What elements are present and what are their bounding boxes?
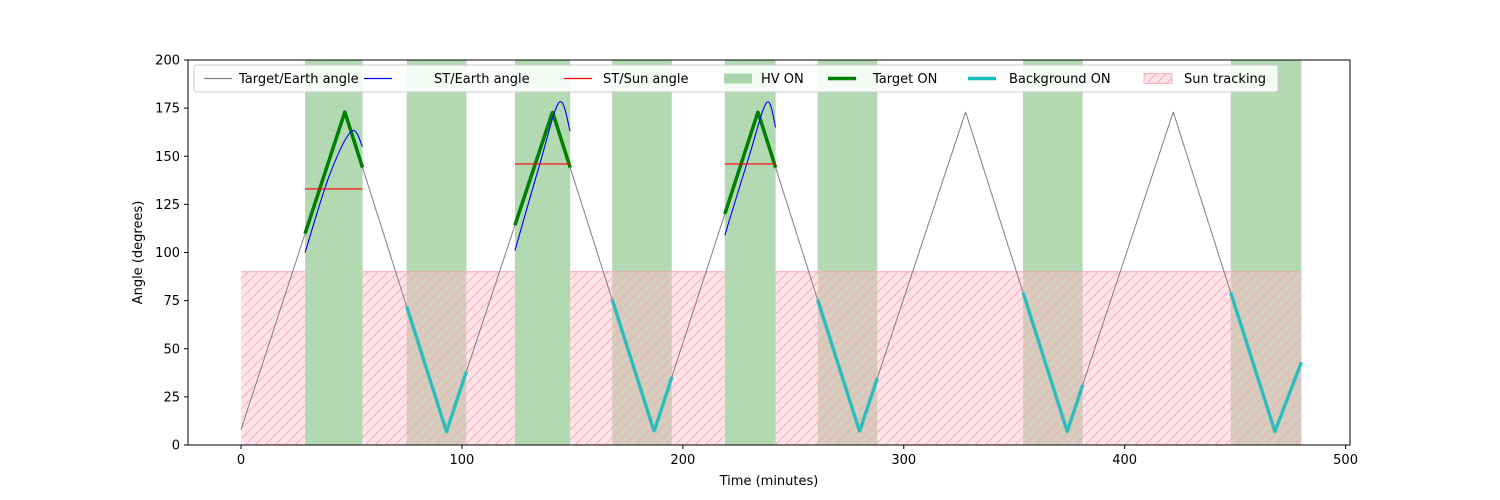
y-axis-label: Angle (degrees) <box>131 201 146 305</box>
sun-tracking-hatch-1 <box>362 271 515 445</box>
target-on-segment-1 <box>513 110 572 226</box>
hv-on-band-2 <box>514 60 571 445</box>
y-tick-label-175: 175 <box>155 102 180 117</box>
legend-item-background_on: Background ON <box>968 72 1111 87</box>
legend: Target/Earth angle ST/Earth angle ST/Sun a… <box>193 64 1279 93</box>
x-tick-label-300: 300 <box>891 453 916 468</box>
legend-item-hv_on: HV ON <box>724 72 804 87</box>
x-tick-label-200: 200 <box>670 453 695 468</box>
y-tick-label-50: 50 <box>163 342 180 357</box>
x-axis-label: Time (minutes) <box>719 474 819 489</box>
legend-item-target_earth: Target/Earth angle <box>204 72 359 87</box>
y-tick-label-25: 25 <box>163 390 180 405</box>
legend-label-sun_tracking: Sun tracking <box>1184 72 1266 87</box>
y-tick-label-150: 150 <box>155 150 180 165</box>
legend-frame <box>193 64 1279 93</box>
x-tick-label-100: 100 <box>450 453 475 468</box>
axes-layer: 0 100 200 300 400 500 0 25 50 75 100 125 150 175 200 <box>155 54 1358 469</box>
legend-label-target_on: Target ON <box>872 72 937 87</box>
st-earth-angle-curve-1 <box>514 101 571 251</box>
legend-label-st_earth: ST/Earth angle <box>434 72 530 87</box>
y-tick-label-200: 200 <box>155 54 180 69</box>
legend-item-sun_tracking: Sun tracking <box>1143 72 1266 87</box>
sun-tracking-hatch-2 <box>570 271 725 445</box>
legend-item-st_earth: ST/Earth angle <box>364 72 530 87</box>
legend-hatch-sun_tracking <box>1144 73 1172 84</box>
sun-tracking-region-0 <box>241 271 306 445</box>
angle-lines-layer <box>240 101 1304 434</box>
background-on-segment-3 <box>1021 292 1085 434</box>
sun-tracking-region-1 <box>362 271 515 445</box>
target-on-segment-2 <box>723 110 778 215</box>
y-tick-label-0: 0 <box>172 439 180 454</box>
y-tick-label-75: 75 <box>163 294 180 309</box>
legend-item-st_sun: ST/Sun angle <box>564 72 689 87</box>
legend-label-st_sun: ST/Sun angle <box>603 72 689 87</box>
x-tick-label-500: 500 <box>1333 453 1358 468</box>
legend-item-target_on: Target ON <box>828 72 937 87</box>
background-on-segment-0 <box>405 305 469 434</box>
background-on-segment-1 <box>610 299 674 433</box>
st-earth-angle-curve-0 <box>304 129 364 253</box>
target-on-segment-0 <box>303 110 365 235</box>
background-on-segment-2 <box>815 299 879 433</box>
hv-on-band-4 <box>724 60 776 445</box>
legend-label-target_earth: Target/Earth angle <box>238 72 359 87</box>
x-tick-label-0: 0 <box>237 453 245 468</box>
legend-label-hv_on: HV ON <box>761 72 804 87</box>
y-tick-label-100: 100 <box>155 246 180 261</box>
sun-tracking-hatch-0 <box>241 271 306 445</box>
legend-handle-hv_on <box>724 73 752 84</box>
hv-on-band-0 <box>305 60 363 445</box>
sun-tracking-region-2 <box>570 271 725 445</box>
y-tick-label-125: 125 <box>155 198 180 213</box>
legend-label-background_on: Background ON <box>1009 72 1111 87</box>
st-earth-angle-curve-2 <box>724 101 777 236</box>
x-tick-label-400: 400 <box>1112 453 1137 468</box>
background-on-segment-4 <box>1229 292 1304 434</box>
